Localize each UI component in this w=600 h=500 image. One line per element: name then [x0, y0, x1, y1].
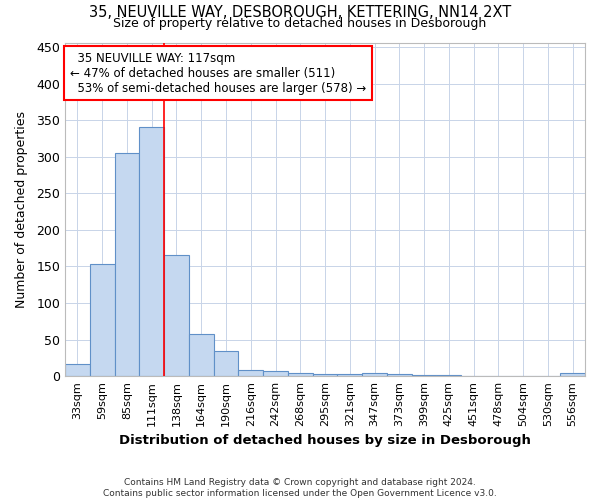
Y-axis label: Number of detached properties: Number of detached properties	[15, 111, 28, 308]
Text: 35, NEUVILLE WAY, DESBOROUGH, KETTERING, NN14 2XT: 35, NEUVILLE WAY, DESBOROUGH, KETTERING,…	[89, 5, 511, 20]
Bar	[214, 350, 238, 376]
Text: Size of property relative to detached houses in Desborough: Size of property relative to detached ho…	[113, 18, 487, 30]
X-axis label: Distribution of detached houses by size in Desborough: Distribution of detached houses by size …	[119, 434, 531, 448]
Text: 35 NEUVILLE WAY: 117sqm
← 47% of detached houses are smaller (511)
  53% of semi: 35 NEUVILLE WAY: 117sqm ← 47% of detache…	[70, 52, 367, 94]
Bar	[560, 374, 585, 376]
Bar	[115, 153, 139, 376]
Bar	[90, 264, 115, 376]
Bar	[139, 128, 164, 376]
Bar	[387, 374, 412, 376]
Bar	[189, 334, 214, 376]
Bar	[288, 372, 313, 376]
Bar	[238, 370, 263, 376]
Bar	[263, 371, 288, 376]
Bar	[164, 256, 189, 376]
Bar	[337, 374, 362, 376]
Text: Contains HM Land Registry data © Crown copyright and database right 2024.
Contai: Contains HM Land Registry data © Crown c…	[103, 478, 497, 498]
Bar	[65, 364, 90, 376]
Bar	[313, 374, 337, 376]
Bar	[362, 372, 387, 376]
